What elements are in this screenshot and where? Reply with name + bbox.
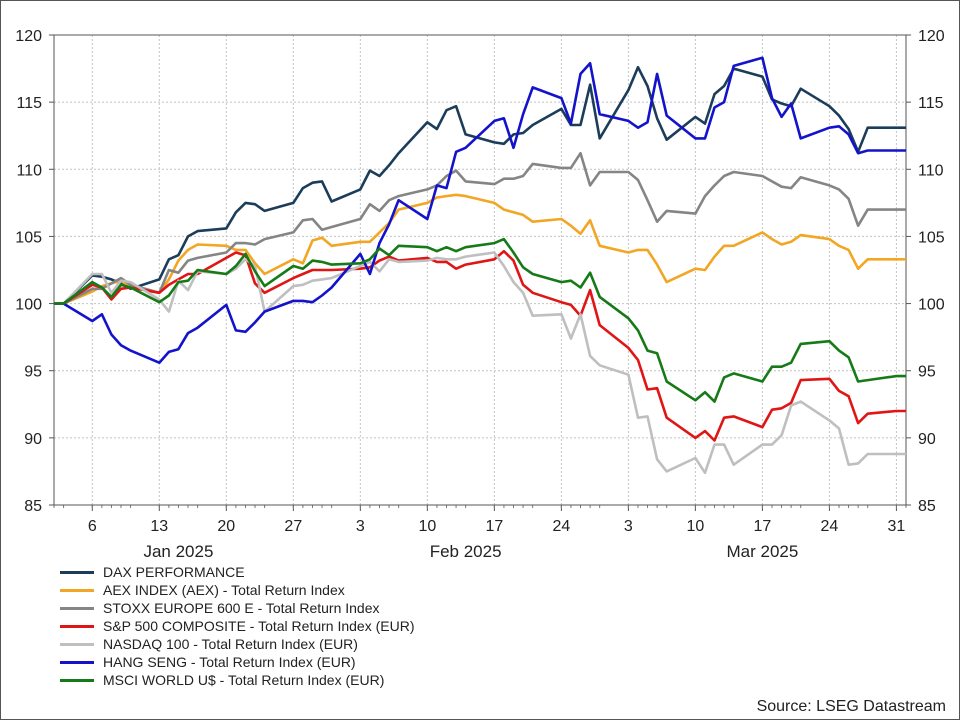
series-line [54,251,906,475]
y-tick-label-left: 120 [15,28,42,45]
month-label: Jan 2025 [143,542,213,561]
legend-swatch [60,624,94,628]
series-line [54,151,906,305]
y-tick-label-right: 85 [918,498,936,515]
y-tick-label-right: 120 [918,28,945,45]
y-tick-label-right: 115 [918,95,944,112]
x-tick-label: 24 [821,518,839,535]
x-tick-label: 20 [217,518,235,535]
x-tick-label: 3 [356,518,365,535]
y-tick-label-right: 110 [918,162,944,179]
legend-swatch [60,570,94,574]
legend-item: HANG SENG - Total Return Index (EUR) [60,653,415,671]
x-tick-label: 27 [284,518,302,535]
x-tick-label: 17 [754,518,772,535]
legend-item: MSCI WORLD U$ - Total Return Index (EUR) [60,671,415,689]
legend-item: NASDAQ 100 - Total Return Index (EUR) [60,635,415,653]
legend-swatch [60,660,94,664]
month-label: Feb 2025 [430,542,502,561]
series-line [54,56,906,364]
plot-area-border [53,34,907,506]
y-tick-label-left: 115 [16,95,42,112]
x-tick-label: 6 [88,518,97,535]
series-group [54,237,906,403]
series-line [54,237,906,403]
legend-label: MSCI WORLD U$ - Total Return Index (EUR) [103,672,385,688]
series-line [54,193,906,305]
x-tick-label: 17 [485,518,503,535]
series-group [54,251,906,475]
y-tick-label-left: 90 [24,431,42,448]
y-tick-label-left: 100 [15,297,42,314]
legend-item: STOXX EUROPE 600 E - Total Return Index [60,599,415,617]
legend-swatch [60,606,94,610]
y-tick-label-left: 105 [15,229,42,246]
series-group [54,151,906,305]
legend-label: HANG SENG - Total Return Index (EUR) [103,654,356,670]
x-tick-label: 24 [552,518,570,535]
legend-label: AEX INDEX (AEX) - Total Return Index [103,582,345,598]
y-tick-label-right: 90 [918,431,936,448]
y-tick-label-left: 85 [24,498,42,515]
series-line [54,65,906,305]
month-label: Mar 2025 [726,542,798,561]
legend-item: DAX PERFORMANCE [60,563,415,581]
legend-swatch [60,588,94,592]
legend-label: DAX PERFORMANCE [103,564,245,580]
legend-label: STOXX EUROPE 600 E - Total Return Index [103,600,380,616]
legend-item: AEX INDEX (AEX) - Total Return Index [60,581,415,599]
y-tick-label-left: 95 [24,364,42,381]
series-group [54,56,906,364]
series-group [54,193,906,305]
y-tick-label-left: 110 [16,162,42,179]
y-tick-label-right: 100 [918,297,945,314]
source-note: Source: LSEG Datastream [756,698,946,715]
x-tick-label: 10 [418,518,436,535]
x-tick-label: 3 [624,518,633,535]
y-tick-label-right: 105 [918,229,945,246]
x-tick-label: 10 [686,518,704,535]
series-group [54,65,906,305]
y-tick-label-right: 95 [918,364,936,381]
x-tick-label: 13 [150,518,168,535]
legend-item: S&P 500 COMPOSITE - Total Return Index (… [60,617,415,635]
legend: DAX PERFORMANCE AEX INDEX (AEX) - Total R… [60,563,415,689]
legend-label: NASDAQ 100 - Total Return Index (EUR) [103,636,358,652]
legend-label: S&P 500 COMPOSITE - Total Return Index (… [103,618,415,634]
x-tick-label: 31 [888,518,906,535]
legend-swatch [60,678,94,682]
legend-swatch [60,642,94,646]
